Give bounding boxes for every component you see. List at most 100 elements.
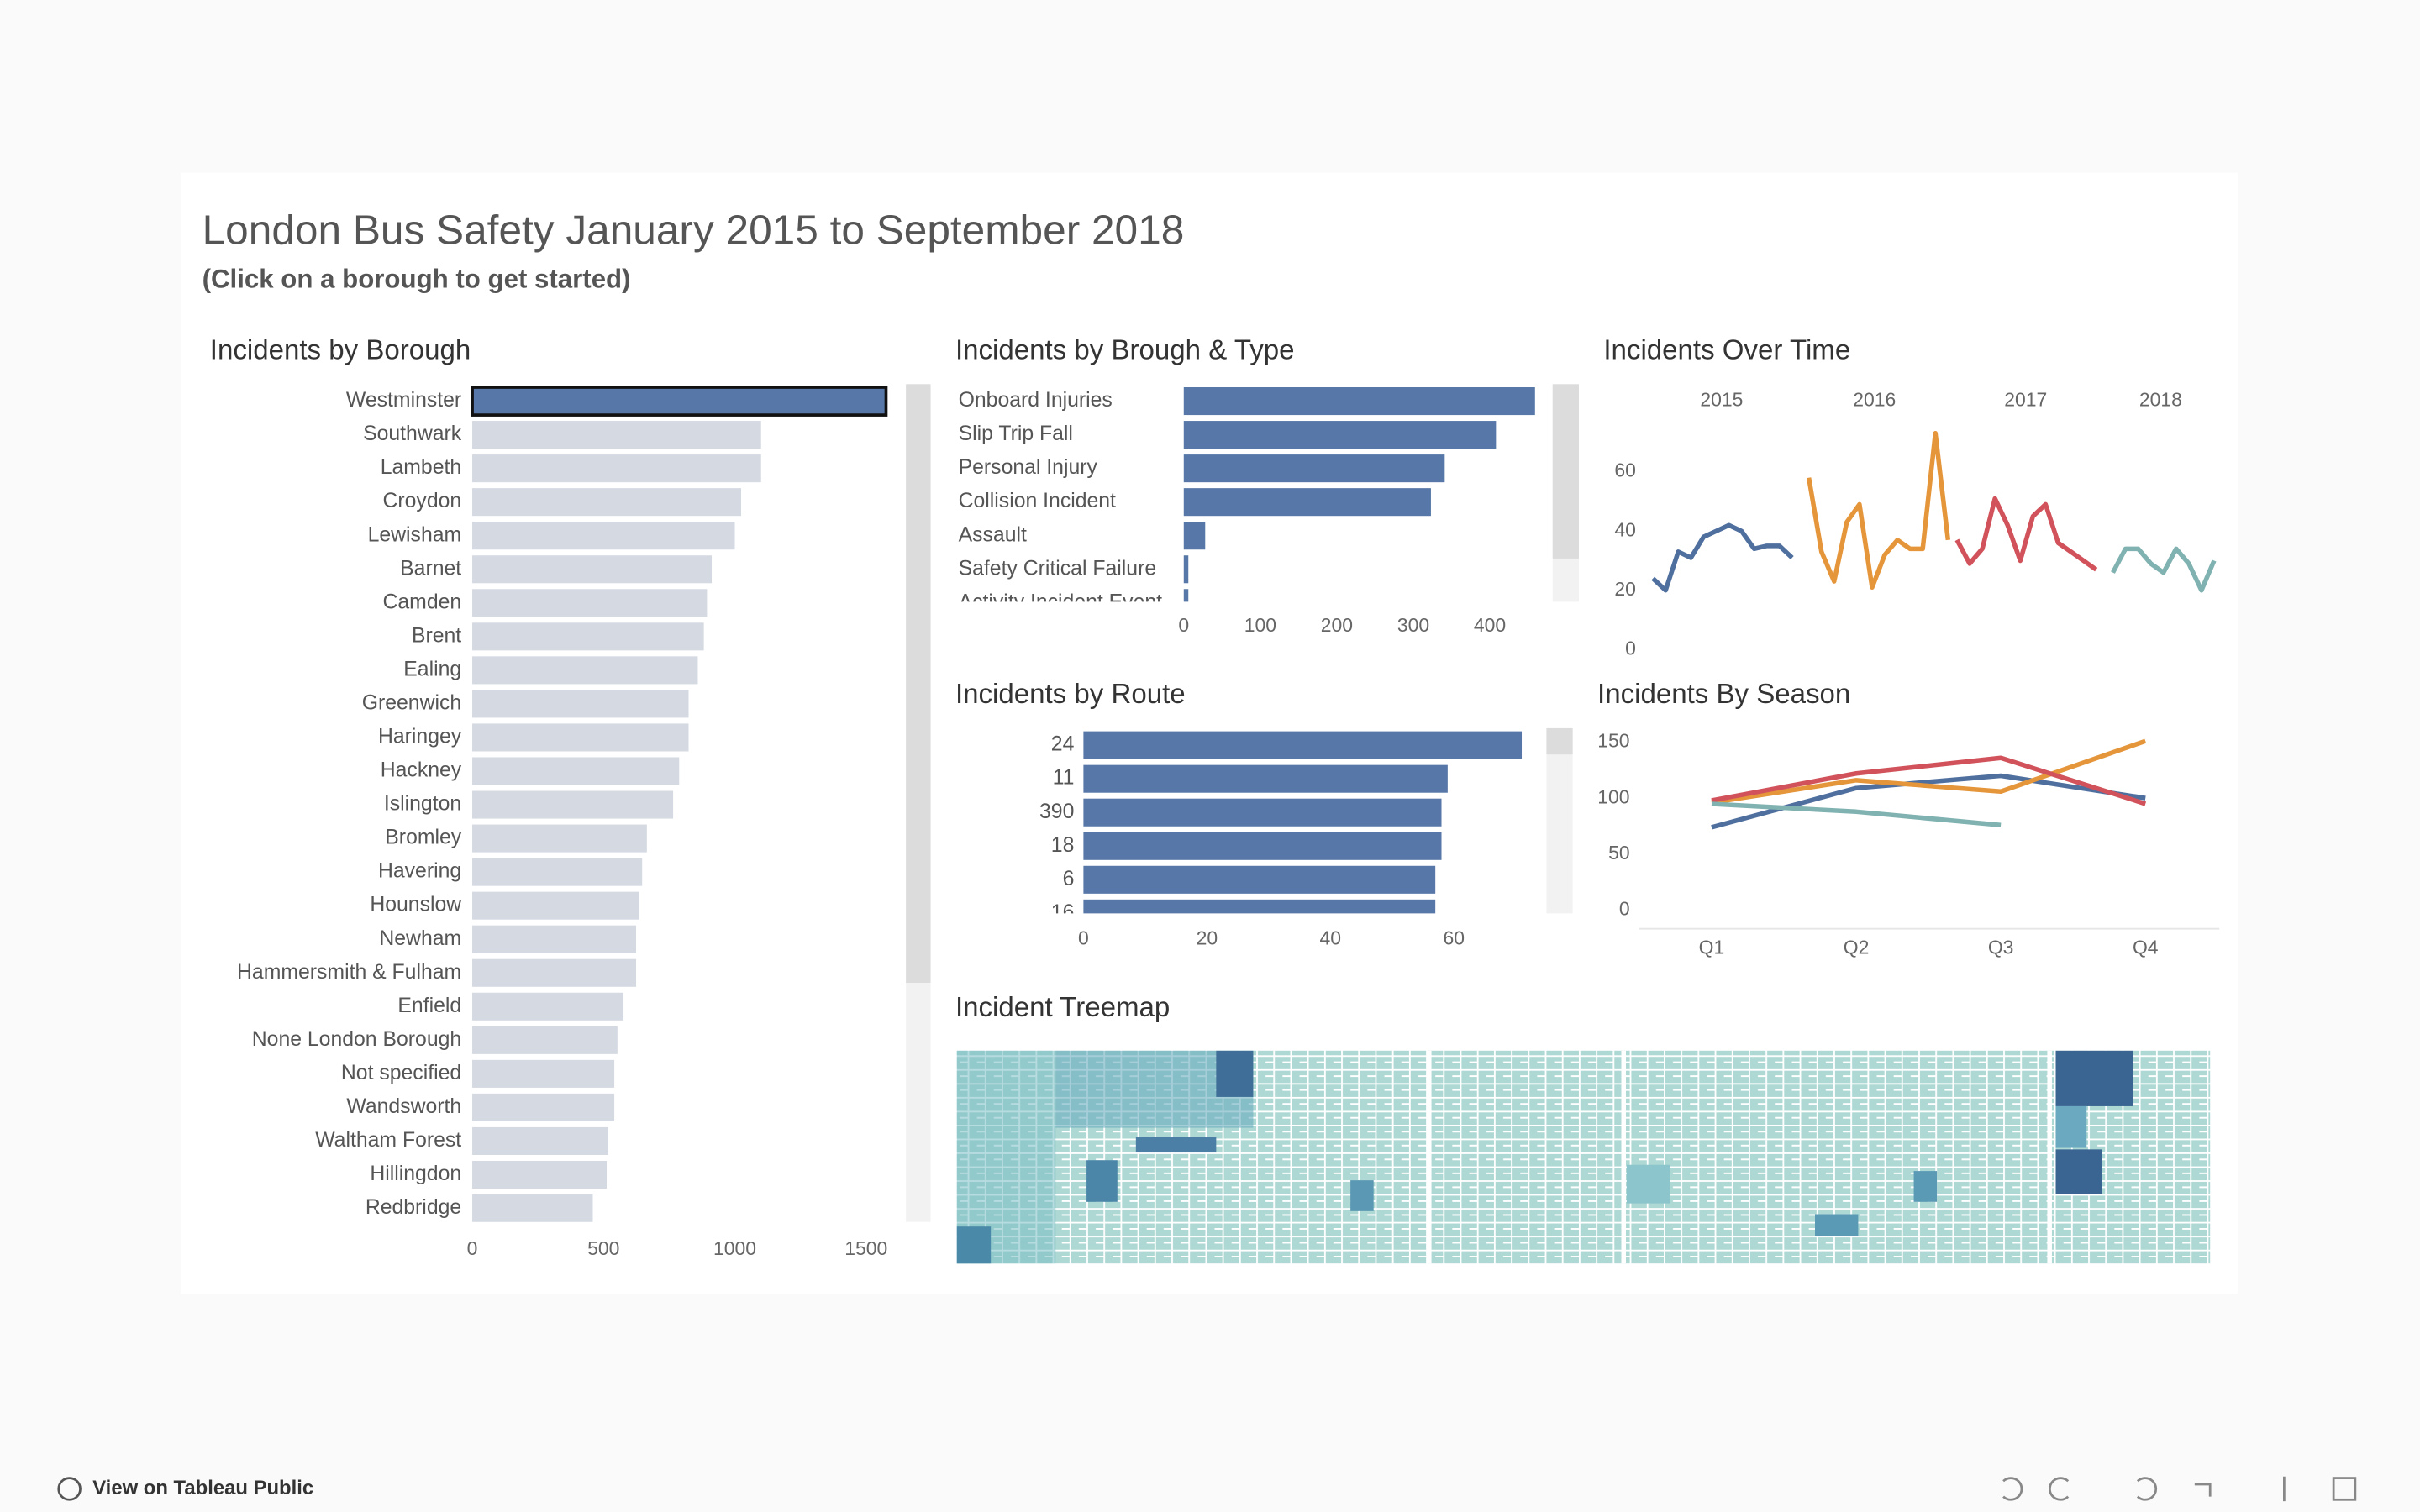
x-tick-label: 100 (1244, 614, 1276, 636)
x-tick-label: 0 (467, 1237, 478, 1259)
x-tick-label: 0 (1078, 927, 1089, 949)
pane-header: 2016 (1853, 389, 1896, 411)
bar[interactable] (472, 891, 639, 920)
bar[interactable] (472, 589, 708, 617)
bar[interactable] (472, 723, 689, 752)
category-label: Haringey (378, 726, 462, 748)
bar[interactable] (472, 1194, 593, 1222)
bar[interactable] (1183, 589, 1189, 617)
category-label: Safety Critical Failure (959, 557, 1157, 580)
bar[interactable] (472, 1160, 608, 1189)
dashboard-title: London Bus Safety January 2015 to Septem… (203, 206, 1185, 253)
bar[interactable] (472, 488, 742, 517)
scroll-thumb[interactable] (1546, 727, 1573, 755)
bar[interactable] (1183, 555, 1189, 584)
bar[interactable] (472, 522, 735, 550)
footer-link[interactable]: View on Tableau Public (92, 1477, 313, 1499)
category-label: 18 (1051, 834, 1075, 857)
category-label: Islington (384, 793, 461, 816)
x-tick-label: 500 (587, 1237, 619, 1259)
category-label: Southwark (363, 423, 462, 445)
scroll-thumb[interactable] (1552, 384, 1579, 559)
bar[interactable] (1083, 764, 1448, 793)
bar[interactable] (1083, 832, 1442, 860)
line (1711, 801, 2002, 828)
bar[interactable] (1083, 865, 1436, 894)
bar[interactable] (472, 1093, 615, 1121)
scroll-thumb[interactable] (906, 384, 931, 983)
category-label: Westminster (346, 389, 461, 412)
treemap[interactable] (956, 1050, 2211, 1264)
bar[interactable] (1083, 899, 1436, 927)
category-label: Redbridge (366, 1196, 461, 1219)
bar[interactable] (472, 555, 713, 584)
category-label: Hammersmith & Fulham (237, 961, 461, 984)
chart-title: Incidents by Brough & Type (955, 335, 1295, 366)
bar[interactable] (472, 421, 761, 449)
category-label: Hillingdon (370, 1163, 461, 1185)
category-label: 16 (1051, 901, 1075, 924)
bar[interactable] (472, 622, 704, 651)
category-label: Personal Injury (959, 456, 1098, 479)
bar[interactable] (472, 1026, 618, 1054)
category-label: None London Borough (252, 1028, 461, 1051)
dashboard-subtitle: (Click on a borough to get started) (203, 265, 631, 294)
bar[interactable] (472, 1059, 615, 1088)
x-tick-label: 40 (1320, 927, 1342, 949)
x-tick-label: 200 (1321, 614, 1353, 636)
bar[interactable] (472, 992, 624, 1021)
bar[interactable] (472, 824, 647, 853)
pane-header: 2018 (2139, 389, 2182, 411)
line (1954, 496, 2098, 572)
bar[interactable] (472, 858, 643, 886)
y-tick-label: 60 (1614, 459, 1636, 481)
x-tick-label: 1000 (713, 1237, 756, 1259)
category-label: Activity Incident Event (959, 591, 1163, 613)
x-tick-label: 1500 (844, 1237, 887, 1259)
category-label: Greenwich (362, 691, 461, 714)
x-tick-label: Q3 (1988, 937, 2014, 958)
bar[interactable] (472, 790, 674, 819)
bar[interactable] (1183, 387, 1535, 416)
x-tick-label: 20 (1197, 927, 1218, 949)
y-tick-label: 0 (1619, 898, 1630, 920)
category-label: Hounslow (370, 894, 461, 916)
x-tick-label: 300 (1397, 614, 1429, 636)
category-label: Collision Incident (959, 490, 1116, 512)
bar[interactable] (472, 958, 637, 987)
bar[interactable] (471, 386, 888, 417)
bar[interactable] (472, 1126, 608, 1155)
scrollbar[interactable] (1546, 727, 1573, 914)
category-label: Croydon (383, 490, 462, 512)
bar[interactable] (472, 656, 698, 685)
bar[interactable] (1183, 522, 1206, 550)
line (1651, 522, 1794, 593)
x-tick-label: 0 (1178, 614, 1189, 636)
x-tick-label: 60 (1443, 927, 1465, 949)
y-tick-label: 40 (1614, 518, 1636, 540)
plot-area: 24 11 390 18 6 16 (1039, 731, 1523, 927)
category-label: Wandsworth (346, 1095, 461, 1118)
bar[interactable] (472, 757, 680, 785)
bar[interactable] (1183, 421, 1497, 449)
category-label: 6 (1063, 868, 1075, 890)
category-label: Assault (959, 523, 1027, 546)
pane-header: 2015 (1700, 389, 1743, 411)
bar[interactable] (472, 925, 637, 953)
category-label: Newham (379, 927, 461, 950)
y-tick-label: 100 (1597, 785, 1629, 807)
category-label: Havering (378, 860, 461, 883)
bar[interactable] (1083, 731, 1523, 759)
line (1806, 431, 1951, 590)
toolbar[interactable] (2002, 1476, 2357, 1502)
bar[interactable] (1183, 454, 1445, 483)
bar[interactable] (1183, 488, 1431, 517)
footer[interactable]: View on Tableau Public (57, 1477, 313, 1501)
line (1711, 755, 2147, 806)
bar[interactable] (472, 690, 689, 718)
bar[interactable] (472, 454, 761, 483)
bar[interactable] (1083, 798, 1442, 827)
line (2111, 546, 2217, 593)
chart-title: Incidents by Borough (210, 335, 471, 366)
